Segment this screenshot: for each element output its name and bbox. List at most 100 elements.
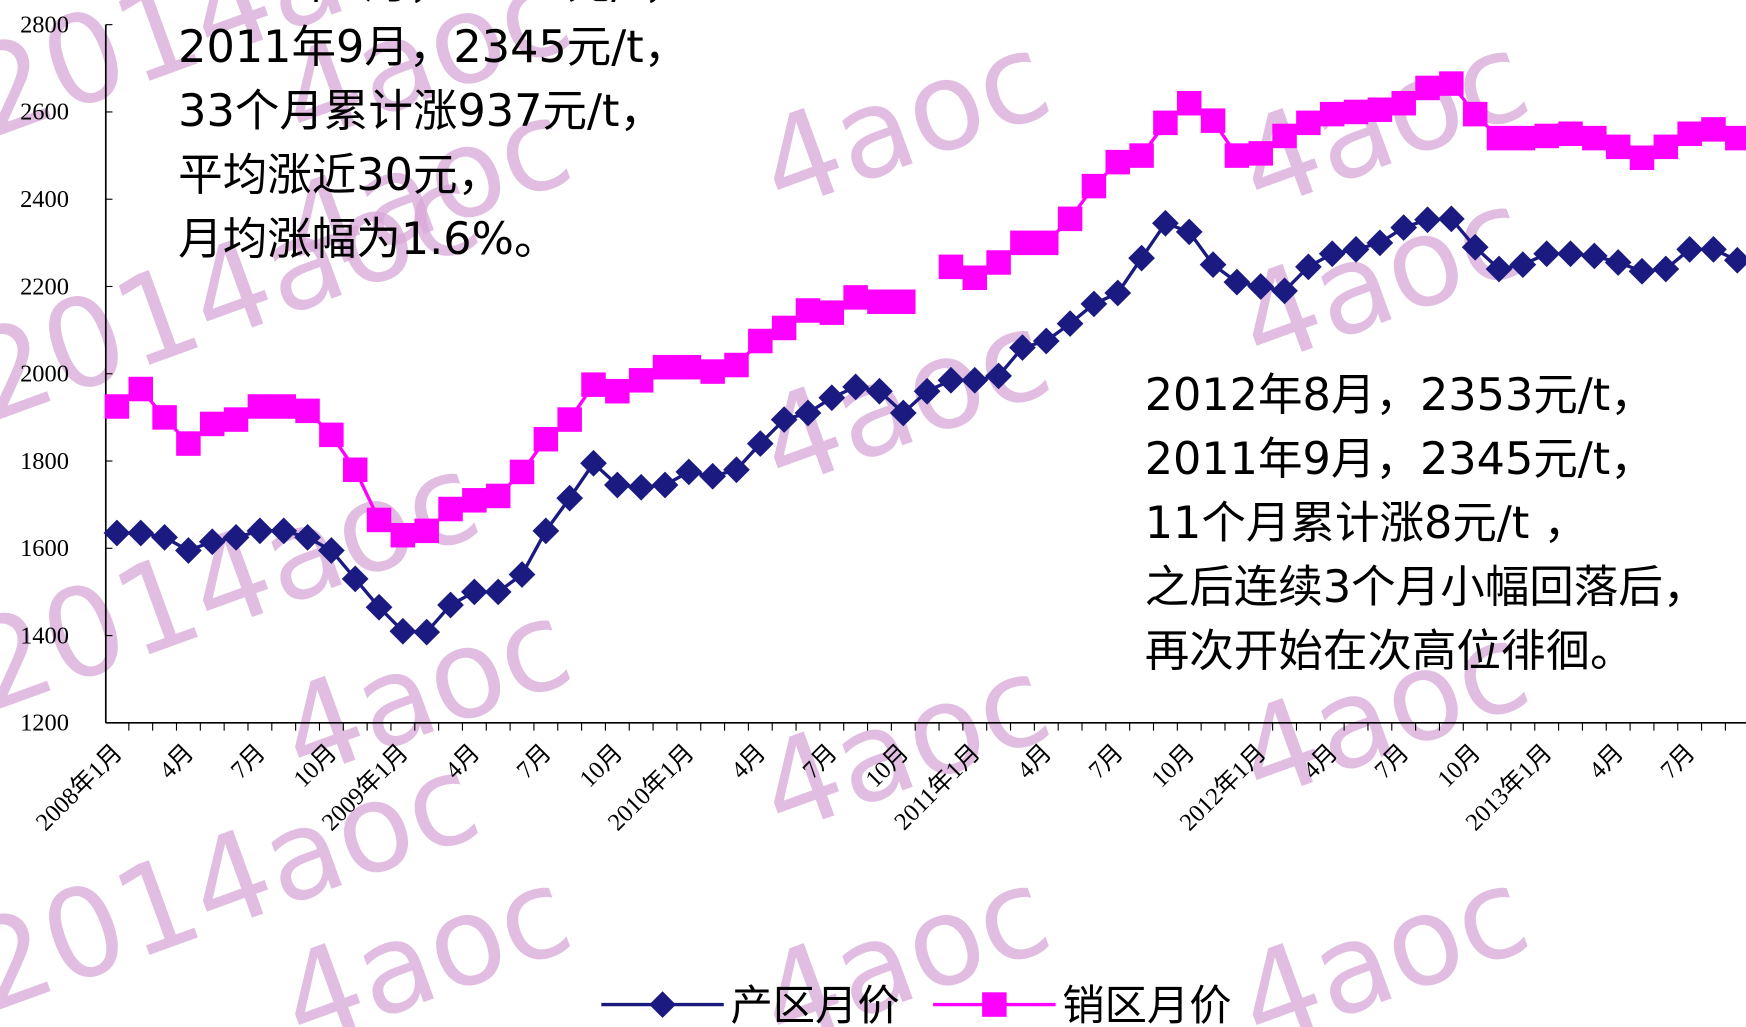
marker [198,528,226,556]
marker [557,407,582,432]
marker [843,285,868,310]
watermark: 4aoc [1219,839,1545,1027]
legend-label: 产区月价 [730,981,899,1027]
y-tick-label: 2200 [20,273,69,300]
marker [460,578,488,606]
y-tick-label: 2000 [20,361,69,388]
marker [1605,134,1631,160]
legend-label: 销区月价 [1062,981,1231,1027]
marker [986,250,1011,275]
marker [462,488,487,513]
marker [1272,123,1297,149]
marker [1629,145,1655,171]
marker [1271,277,1298,305]
marker [1391,90,1416,116]
marker [1081,173,1107,199]
x-tick-label: 4月 [1584,739,1629,784]
annotation: 2011年9月，2345元/t， [1145,433,1655,485]
marker [247,394,273,419]
marker [438,496,463,522]
marker [962,265,988,291]
marker [485,483,511,509]
marker [1510,125,1536,151]
legend-item: 产区月价 [601,981,900,1027]
marker [533,426,559,452]
marker [366,507,392,533]
marker [1009,334,1036,361]
marker [1677,121,1702,147]
y-tick-label: 2800 [20,11,69,38]
marker [1199,251,1227,279]
marker [700,359,725,384]
marker [1439,71,1464,96]
marker [746,430,774,457]
marker [1057,206,1083,232]
marker [104,394,130,419]
marker [1296,110,1321,136]
marker [1557,240,1584,268]
marker [771,315,797,341]
marker [1153,110,1178,136]
marker [127,519,155,547]
marker [1462,101,1488,127]
marker [913,377,941,405]
marker [1509,251,1537,279]
marker [246,517,274,545]
marker [651,471,679,499]
marker [1628,257,1656,285]
marker [605,378,630,404]
marker [1676,236,1704,263]
marker [794,399,822,427]
marker [1128,244,1155,272]
marker [580,449,607,477]
x-tick-label: 10月 [1146,739,1200,793]
y-tick-label: 2400 [20,186,69,213]
marker [818,384,846,412]
marker [175,537,202,564]
annotation: 再次开始在次高位徘徊。 [1145,625,1635,677]
marker [1200,108,1226,133]
y-tick-label: 1400 [20,622,69,649]
marker [1129,143,1154,168]
x-tick-label: 7月 [226,739,271,784]
annotation: 之后连续3个月小幅回落后， [1145,561,1708,613]
marker [1248,141,1273,166]
marker [603,471,631,499]
marker [223,407,249,432]
marker [1701,117,1726,142]
marker [152,405,177,430]
marker [676,354,702,380]
marker [1342,236,1370,263]
annotation: 2012年8月，2353元/t， [1145,369,1655,421]
annotation: 月均涨幅为1.6%。 [178,213,558,265]
marker [128,376,153,402]
marker [1175,218,1203,246]
marker [1176,90,1202,116]
watermark: 4aoc [740,4,1066,239]
annotation: 33个月累计涨937元/t， [178,85,664,137]
x-tick-label: 10月 [575,739,629,793]
y-tick-label: 1600 [20,535,69,562]
marker [982,992,1007,1017]
marker [699,462,727,490]
marker [891,289,916,315]
marker [1367,97,1393,123]
marker [1247,273,1275,300]
marker [1461,233,1489,261]
marker [961,366,989,394]
marker [1723,246,1746,274]
marker [1604,249,1632,276]
marker [1653,134,1679,160]
marker [1104,279,1132,307]
y-tick-label: 1800 [20,448,69,475]
marker [723,456,750,484]
marker [1318,240,1346,268]
marker [176,431,201,456]
marker [319,422,344,448]
marker [509,459,535,485]
marker [724,352,749,378]
marker [1438,205,1465,233]
marker [1415,75,1440,101]
marker [1725,125,1746,151]
